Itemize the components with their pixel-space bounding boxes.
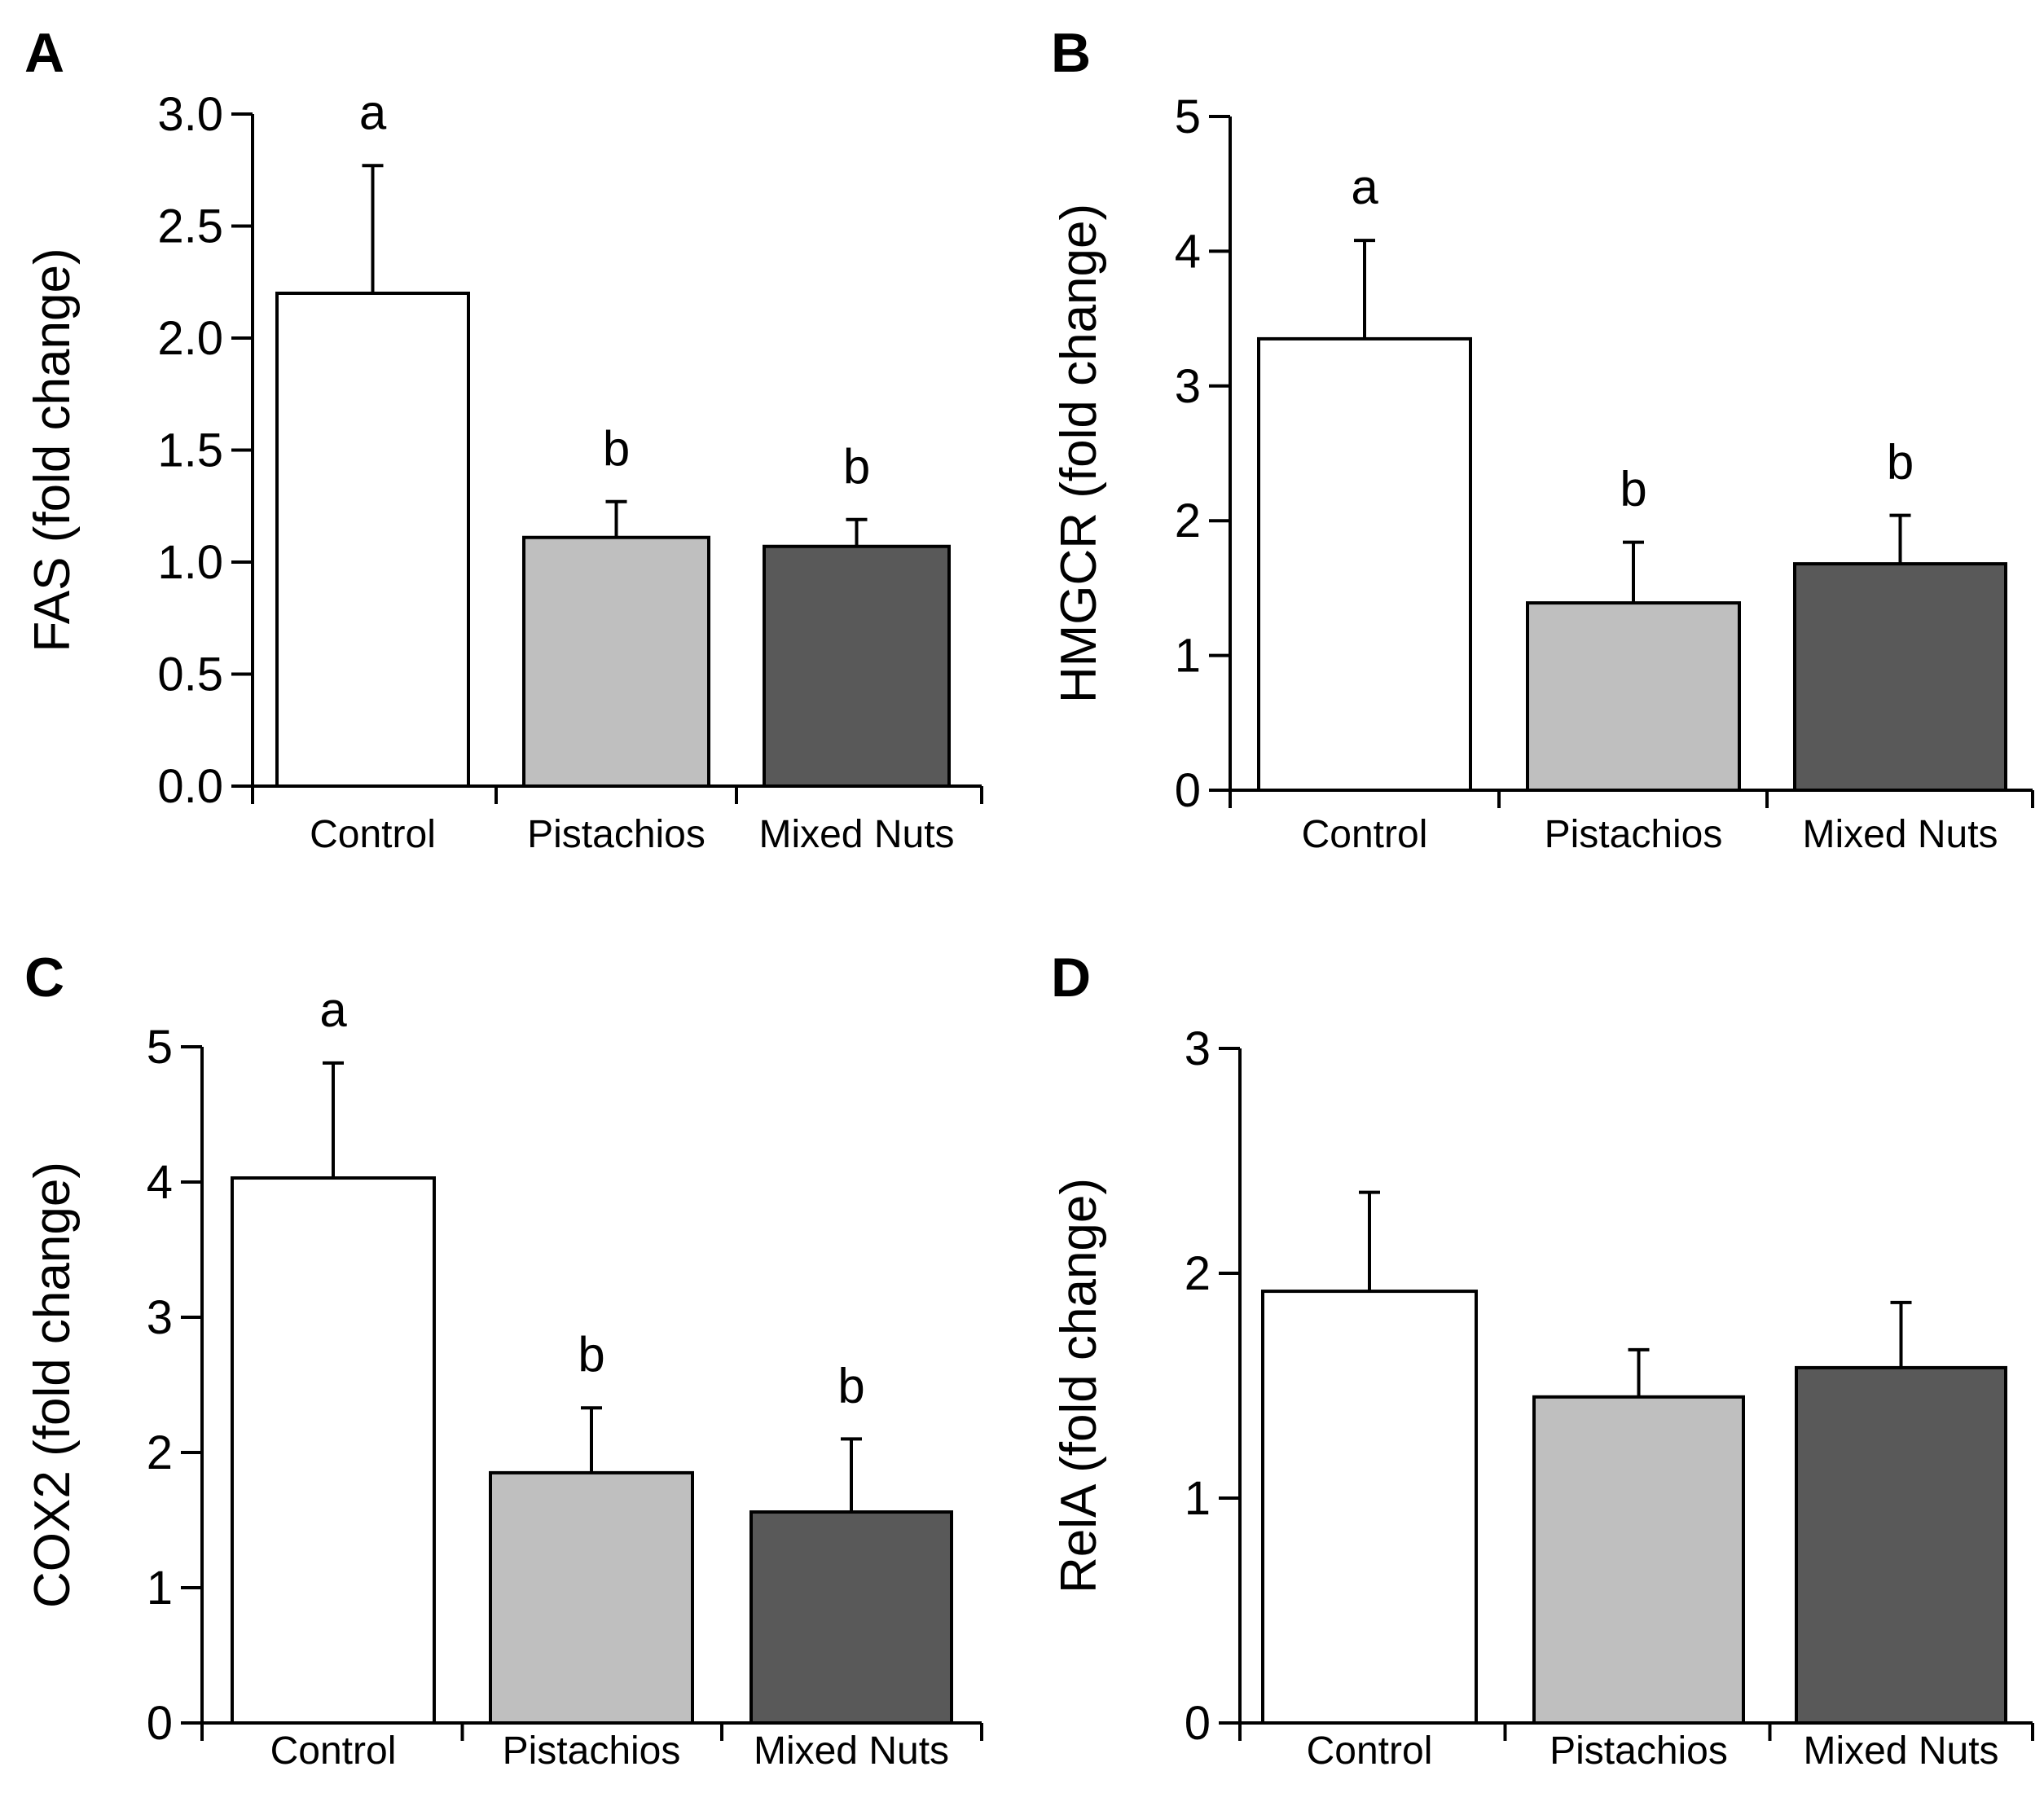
panel-b-y-tick-label: 1 <box>1175 630 1201 683</box>
panel-b-significance-control: a <box>1351 160 1378 214</box>
panel-a-y-tick-label: 2.5 <box>157 200 223 253</box>
panel-d-bar-control <box>1261 1290 1478 1725</box>
panel-c-y-tick-label: 3 <box>147 1291 173 1344</box>
panel-b-y-tick-label: 4 <box>1175 225 1201 278</box>
panel-a-category-label: Mixed Nuts <box>758 813 954 856</box>
panel-a-y-tick-label: 1.5 <box>157 424 223 477</box>
panel-c-y-tick-label: 5 <box>147 1021 173 1074</box>
panel-a-bar-pistachios <box>522 535 710 788</box>
panel-c-category-label: Mixed Nuts <box>754 1729 949 1773</box>
panel-b-y-tick-label: 3 <box>1175 360 1201 413</box>
panel-a-y-tick-label: 0.5 <box>157 648 223 701</box>
panel-c-significance-mixed_nuts: b <box>837 1358 864 1413</box>
panel-b-significance-mixed_nuts: b <box>1887 435 1914 490</box>
panel-d-y-tick-label: 3 <box>1185 1022 1211 1075</box>
panel-a-y-tick-label: 3.0 <box>157 88 223 141</box>
panel-c-letter: C <box>24 947 64 1009</box>
panel-b-bar-mixed_nuts <box>1793 562 2007 792</box>
panel-a-letter: A <box>24 22 64 84</box>
panel-a-y-tick-label: 2.0 <box>157 312 223 365</box>
panel-c-significance-pistachios: b <box>578 1327 604 1382</box>
panel-c-bar-control <box>231 1176 436 1725</box>
panel-b-category-label: Control <box>1302 813 1428 856</box>
panel-b-category-label: Mixed Nuts <box>1802 813 1998 856</box>
panel-b-significance-pistachios: b <box>1620 462 1646 516</box>
panel-c-category-label: Pistachios <box>503 1729 681 1773</box>
panel-b-bar-control <box>1257 336 1472 793</box>
panel-a-y-axis-label: FAS (fold change) <box>24 248 81 652</box>
panel-d-y-tick-label: 1 <box>1185 1472 1211 1525</box>
panel-c-bar-mixed_nuts <box>749 1510 953 1725</box>
panel-b-y-tick-label: 5 <box>1175 90 1201 143</box>
panel-b-letter: B <box>1051 22 1091 84</box>
panel-b-bar-pistachios <box>1526 601 1741 792</box>
panel-d-category-label: Control <box>1307 1729 1433 1773</box>
panel-b-category-label: Pistachios <box>1545 813 1723 856</box>
panel-a-significance-pistachios: b <box>603 421 630 476</box>
panel-d-bar-mixed_nuts <box>1795 1365 2007 1725</box>
panel-a-category-label: Pistachios <box>527 813 706 856</box>
panel-d-y-tick-label: 2 <box>1185 1247 1211 1300</box>
panel-a-bar-mixed_nuts <box>763 544 951 788</box>
panel-a-bar-control <box>275 292 470 788</box>
panel-c-bar-pistachios <box>489 1470 694 1725</box>
panel-a-y-tick-label: 1.0 <box>157 536 223 589</box>
panel-c-significance-control: a <box>319 982 347 1037</box>
panel-b-y-tick-label: 0 <box>1175 764 1201 817</box>
panel-c-y-tick-label: 0 <box>147 1697 173 1750</box>
panel-a-category-label: Control <box>310 813 436 856</box>
panel-d-category-label: Pistachios <box>1549 1729 1728 1773</box>
panel-d-category-label: Mixed Nuts <box>1803 1729 1998 1773</box>
panel-d-y-tick-label: 0 <box>1185 1697 1211 1750</box>
panel-a-significance-control: a <box>359 85 387 139</box>
panel-c-y-tick-label: 4 <box>147 1156 173 1209</box>
panel-c-category-label: Control <box>270 1729 397 1773</box>
panel-a-significance-mixed_nuts: b <box>843 439 870 494</box>
panel-a-y-tick-label: 0.0 <box>157 760 223 813</box>
panel-d-y-axis-label: RelA (fold change) <box>1051 1178 1107 1593</box>
panel-b-y-tick-label: 2 <box>1175 494 1201 547</box>
panel-d-bar-pistachios <box>1532 1395 1745 1725</box>
panel-b-y-axis-label: HMGCR (fold change) <box>1051 204 1107 703</box>
panel-d-letter: D <box>1051 947 1091 1009</box>
panel-c-y-axis-label: COX2 (fold change) <box>24 1162 81 1608</box>
panel-c-y-tick-label: 1 <box>147 1562 173 1615</box>
panel-c-y-tick-label: 2 <box>147 1426 173 1479</box>
